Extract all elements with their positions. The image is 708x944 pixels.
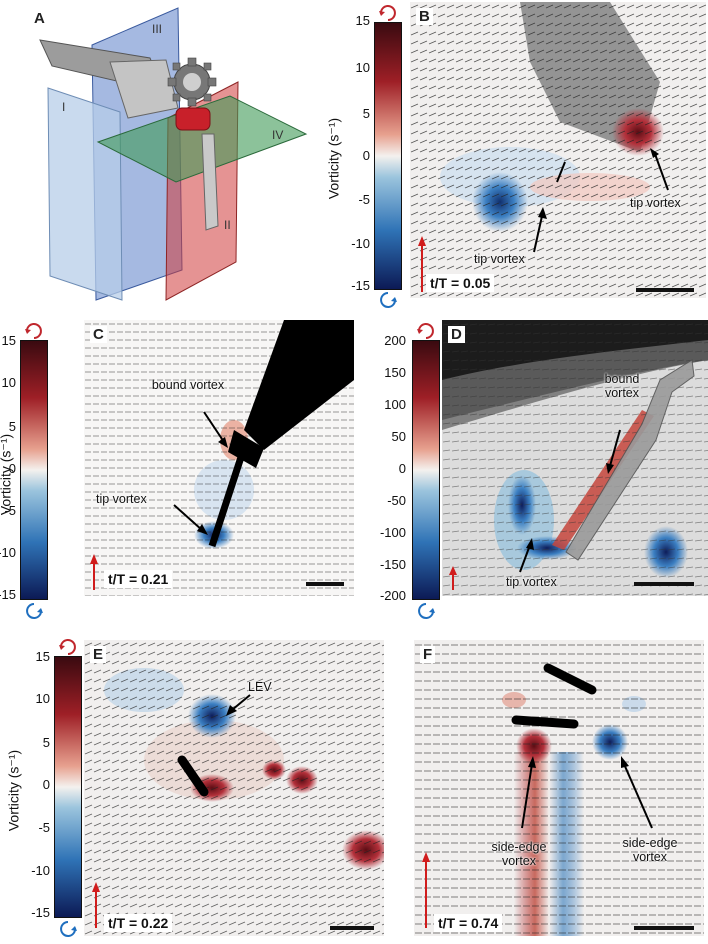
flow-field-d: bound vortex tip vortex: [442, 320, 708, 596]
plane-label-ii: II: [224, 218, 231, 232]
tick-label: 0: [398, 461, 406, 476]
scale-bar: [636, 288, 694, 292]
tick-label: 0: [362, 148, 370, 163]
tick-label: -15: [31, 905, 50, 920]
counterclockwise-rotation-icon: [59, 639, 76, 655]
tick-label: 5: [42, 735, 50, 750]
time-label: t/T = 0.22: [104, 914, 173, 932]
tick-label: 5: [362, 106, 370, 121]
flow-field-c: bound vortex tip vortex t/T = 0.21: [84, 320, 354, 596]
annotation-bound-vortex: bound vortex: [604, 372, 640, 400]
tick-label: 150: [384, 365, 406, 380]
counterclockwise-rotation-icon: [379, 5, 396, 21]
time-label: t/T = 0.74: [434, 914, 503, 932]
colorbar: [54, 656, 82, 918]
clockwise-rotation-icon: [26, 603, 43, 619]
tick-label: 10: [355, 60, 370, 75]
tick-label: 100: [384, 397, 406, 412]
tick-label: -5: [38, 820, 50, 835]
annotation-side-edge-vortex: side-edge vortex: [622, 836, 678, 864]
annotation-lev: LEV: [248, 680, 272, 694]
panel-letter-d: D: [448, 326, 465, 343]
clockwise-rotation-icon: [60, 921, 77, 937]
wing-planes-diagram: [39, 7, 308, 301]
tick-label: 50: [391, 429, 406, 444]
flow-field-b: tip vortex tip vortex t/T = 0.05: [410, 2, 706, 298]
plane-label-i: I: [62, 100, 66, 114]
panel-d: 200 150 100 50 0 -50 -100 -150 -200: [354, 316, 708, 626]
colorbar-label: Vorticity (s⁻¹): [0, 433, 14, 516]
tick-label: -5: [4, 503, 16, 518]
tick-label: -200: [379, 588, 406, 603]
scale-bar: [634, 582, 694, 586]
clockwise-rotation-icon: [418, 603, 435, 619]
tick-label: 0: [8, 461, 16, 476]
tick-label: -150: [379, 557, 406, 572]
tick-label: -100: [379, 525, 406, 540]
clockwise-rotation-icon: [380, 292, 397, 308]
tick-label: -15: [0, 587, 16, 602]
tick-label: 15: [355, 13, 370, 28]
tick-label: 15: [1, 333, 16, 348]
panel-c: 15 10 5 0 -5 -10 -15 Vorticity (s⁻¹) b: [0, 316, 354, 626]
tick-label: 10: [35, 691, 50, 706]
time-label: t/T = 0.21: [104, 570, 173, 588]
counterclockwise-rotation-icon: [25, 323, 42, 339]
tick-label: -5: [358, 192, 370, 207]
tick-label: -10: [0, 545, 16, 560]
annotation-tip-vortex: tip vortex: [630, 196, 681, 210]
scale-bar: [306, 582, 344, 586]
counterclockwise-rotation-icon: [417, 323, 434, 339]
panel-b: 15 10 5 0 -5 -10 -15 Vorticity (s⁻¹): [320, 0, 708, 310]
panel-letter-a: A: [34, 10, 45, 27]
annotation-tip-vortex: tip vortex: [474, 252, 525, 266]
tick-label: 15: [35, 649, 50, 664]
tick-label: -10: [351, 236, 370, 251]
scale-bar: [634, 926, 694, 930]
annotation-tip-vortex: tip vortex: [96, 492, 147, 506]
panel-letter-e: E: [90, 646, 107, 663]
flow-field-f: side-edge vortex side-edge vortex t/T = …: [414, 640, 704, 936]
panel-e: 15 10 5 0 -5 -10 -15 Vorticity (s⁻¹): [0, 632, 400, 944]
panel-f: side-edge vortex side-edge vortex t/T = …: [400, 632, 708, 944]
time-label: t/T = 0.05: [426, 274, 495, 292]
colorbar: [412, 340, 440, 600]
panel-letter-c: C: [90, 326, 107, 343]
annotation-bound-vortex: bound vortex: [151, 378, 225, 392]
tick-label: 200: [384, 333, 406, 348]
colorbar: [374, 22, 402, 290]
colorbar-label: Vorticity (s⁻¹): [5, 749, 22, 832]
tick-label: 10: [1, 375, 16, 390]
annotation-tip-vortex: tip vortex: [506, 575, 557, 589]
tick-label: -10: [31, 863, 50, 878]
panel-a: A I II III IV: [0, 0, 320, 310]
flow-field-e: LEV t/T = 0.22: [84, 640, 384, 936]
colorbar-label: Vorticity (s⁻¹): [325, 117, 342, 200]
tick-label: 5: [8, 419, 16, 434]
tick-label: 0: [42, 777, 50, 792]
panel-letter-f: F: [420, 646, 436, 663]
panel-letter-b: B: [416, 8, 433, 25]
annotation-side-edge-vortex: side-edge vortex: [491, 840, 547, 868]
plane-label-iii: III: [152, 22, 163, 36]
scale-bar: [330, 926, 374, 930]
plane-label-iv: IV: [272, 128, 284, 142]
colorbar: [20, 340, 48, 600]
tick-label: -50: [387, 493, 406, 508]
tick-label: -15: [351, 278, 370, 293]
